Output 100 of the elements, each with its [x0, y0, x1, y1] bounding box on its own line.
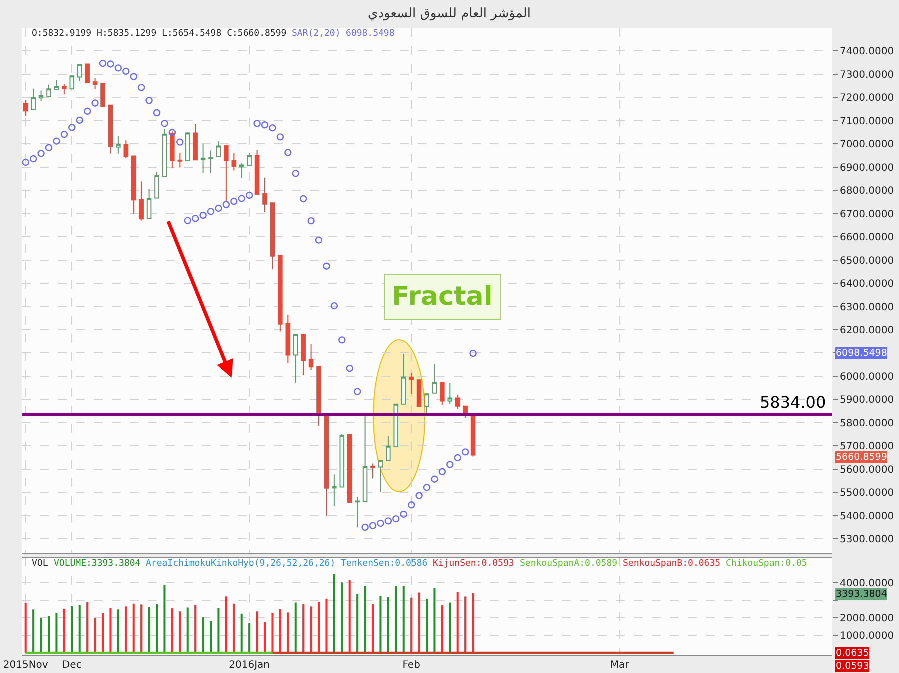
bar: [233, 604, 236, 654]
bar: [202, 618, 204, 654]
point: [192, 215, 200, 222]
point: [238, 195, 246, 202]
annotation: 6098.5498: [346, 29, 395, 39]
chart-title: المؤشر العام للسوق السعودي: [368, 6, 531, 22]
point: [60, 131, 68, 138]
y-tick-label: 7200.0000: [840, 93, 894, 104]
bar: [148, 607, 150, 654]
candlestick: [440, 382, 445, 406]
candlestick: [70, 75, 75, 90]
bar: [294, 602, 297, 654]
bar: [171, 608, 174, 654]
candlestick: [347, 434, 352, 504]
point: [99, 60, 107, 68]
y-tick-label: 7400.0000: [840, 46, 894, 58]
candlestick: [301, 334, 306, 376]
point: [438, 468, 446, 476]
point: [338, 336, 346, 344]
bar: [449, 602, 452, 654]
candlestick: [146, 188, 152, 220]
candlestick: [316, 366, 322, 427]
point: [76, 116, 84, 124]
candlestick: [340, 434, 345, 488]
bar: [48, 616, 50, 654]
point: [246, 192, 254, 200]
annotation: TenkenSen:0.0586: [341, 559, 428, 569]
point: [269, 124, 276, 132]
y-tick-label: 6400.0000: [840, 279, 894, 290]
point: [254, 120, 261, 128]
bar: [418, 592, 420, 654]
y-tick-label: 4000.0000: [840, 578, 894, 590]
text: 5660.8599: [836, 452, 888, 463]
annotation: VOLUME:3393.3804: [54, 559, 141, 569]
point: [261, 122, 269, 129]
annotation: ChikouSpan:0.05: [726, 559, 808, 569]
point: [315, 236, 323, 244]
y-tick-label: 6300.0000: [840, 302, 894, 314]
bar: [186, 608, 189, 654]
point: [408, 502, 416, 509]
point: [423, 484, 431, 492]
bar: [279, 609, 282, 654]
y-tick-label: 1000.0000: [840, 630, 894, 642]
point: [346, 364, 354, 372]
bar: [410, 598, 413, 654]
candlestick: [386, 436, 391, 462]
point: [392, 515, 400, 523]
text: 3393.3804: [836, 589, 888, 600]
x-tick-label: 2015Nov: [3, 660, 48, 671]
point: [284, 149, 292, 156]
point: [215, 204, 222, 212]
text: 0.0635: [836, 648, 870, 659]
bar: [78, 605, 81, 654]
point: [146, 97, 153, 104]
candlestick: [124, 140, 129, 160]
point: [53, 138, 60, 145]
annotation: O:5832.9199 H:5835.1299 L:5654.5498 C:5660.8599: [32, 29, 287, 39]
point: [114, 64, 122, 72]
y-tick-label: 7000.0000: [840, 140, 894, 151]
candlestick: [154, 172, 160, 200]
point: [377, 520, 384, 528]
bar: [63, 608, 66, 654]
point: [292, 170, 300, 178]
bar: [117, 610, 120, 654]
candlestick: [324, 414, 330, 517]
bar: [341, 582, 344, 654]
candlestick: [216, 140, 222, 158]
bar: [302, 604, 305, 654]
bar: [402, 586, 405, 654]
bar: [240, 614, 243, 654]
candlestick: [448, 382, 453, 405]
candlestick: [254, 149, 260, 196]
bar: [194, 605, 197, 654]
bar: [110, 608, 112, 654]
annotation: Fractal: [392, 282, 493, 312]
candlestick: [416, 379, 422, 408]
bar: [71, 606, 74, 654]
bar: [272, 613, 274, 654]
candlestick: [293, 334, 298, 384]
y-tick-label: 6500.0000: [840, 256, 894, 267]
bar: [380, 596, 382, 654]
bar: [387, 597, 390, 654]
candlestick: [370, 463, 376, 480]
bar: [318, 602, 320, 654]
point: [38, 150, 45, 158]
point: [153, 109, 161, 117]
candlestick: [332, 474, 337, 507]
point: [276, 134, 284, 141]
candlestick: [185, 132, 190, 162]
x-tick-label: Mar: [610, 660, 630, 671]
candlestick: [270, 202, 276, 270]
point: [354, 388, 362, 396]
bar: [179, 612, 182, 654]
x-tick-label: Feb: [402, 660, 420, 671]
bar: [140, 604, 143, 654]
y-tick-label: 5400.0000: [840, 511, 894, 522]
candlestick: [247, 152, 252, 167]
bar: [356, 594, 359, 654]
bar: [441, 605, 444, 654]
bar: [372, 604, 374, 654]
